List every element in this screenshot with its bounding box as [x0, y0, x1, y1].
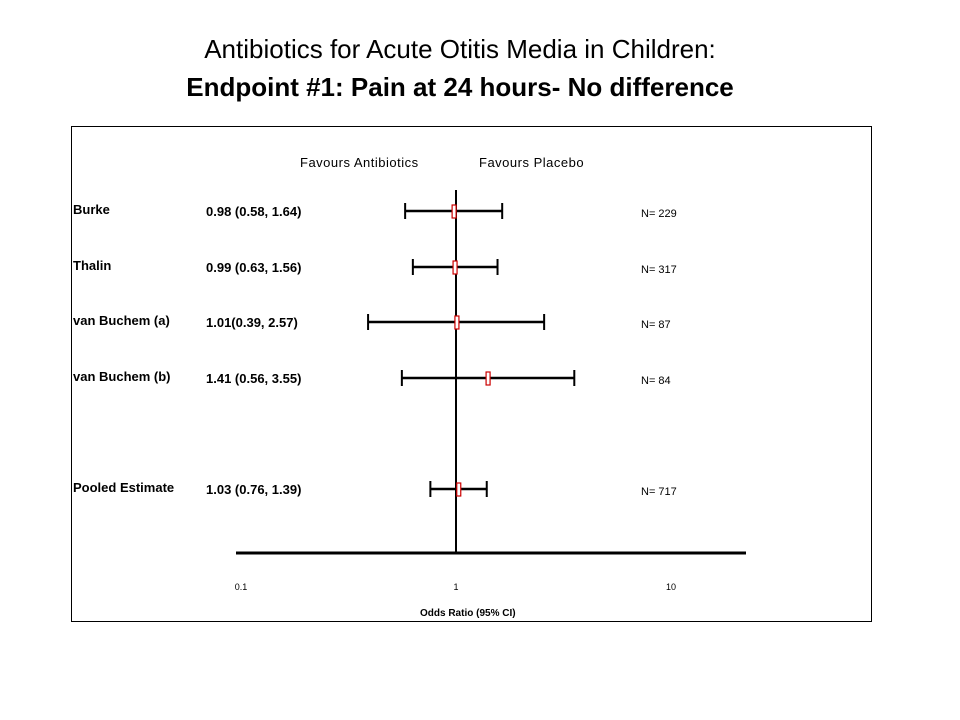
point-estimate	[454, 315, 460, 330]
study-or-label: 1.41 (0.56, 3.55)	[206, 371, 301, 386]
study-n: N= 84	[641, 375, 671, 387]
point-estimate	[452, 260, 458, 275]
chart-title: Antibiotics for Acute Otitis Media in Ch…	[204, 34, 716, 64]
favours-antibiotics-label: Favours Antibiotics	[300, 155, 419, 170]
study-name: van Buchem (a)	[73, 313, 170, 328]
study-n: N= 229	[641, 208, 677, 220]
study-or-label: 0.98 (0.58, 1.64)	[206, 204, 301, 219]
x-tick-label: 0.1	[235, 582, 248, 592]
x-tick-label: 10	[666, 582, 676, 592]
study-or-label: 1.03 (0.76, 1.39)	[206, 482, 301, 497]
point-estimate	[456, 482, 462, 497]
x-tick-label: 1	[453, 582, 458, 592]
study-or-label: 1.01(0.39, 2.57)	[206, 315, 298, 330]
forest-plot-frame	[71, 126, 872, 622]
point-estimate	[485, 371, 491, 386]
study-name: Thalin	[73, 258, 111, 273]
chart-subtitle: Endpoint #1: Pain at 24 hours- No differ…	[186, 72, 734, 102]
study-name: van Buchem (b)	[73, 369, 171, 384]
study-name: Burke	[73, 202, 110, 217]
x-axis-label: Odds Ratio (95% CI)	[420, 608, 516, 619]
study-n: N= 87	[641, 319, 671, 331]
study-n: N= 717	[641, 486, 677, 498]
study-name: Pooled Estimate	[73, 480, 174, 495]
point-estimate	[451, 204, 457, 219]
study-n: N= 317	[641, 264, 677, 276]
study-or-label: 0.99 (0.63, 1.56)	[206, 260, 301, 275]
favours-placebo-label: Favours Placebo	[479, 155, 584, 170]
